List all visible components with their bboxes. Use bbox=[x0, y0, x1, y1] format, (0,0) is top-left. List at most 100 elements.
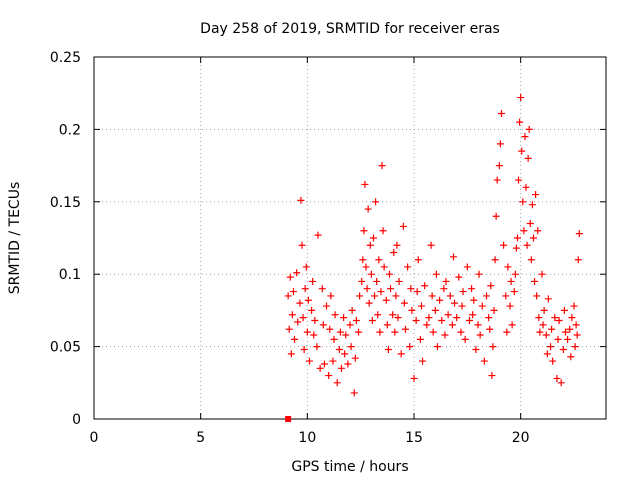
data-point bbox=[318, 285, 326, 293]
data-point bbox=[369, 234, 377, 242]
data-point bbox=[395, 277, 403, 285]
y-tick-label: 0.15 bbox=[50, 195, 81, 211]
data-point bbox=[528, 201, 536, 209]
data-point bbox=[507, 277, 515, 285]
data-point bbox=[301, 285, 309, 293]
data-point bbox=[335, 345, 343, 353]
data-point bbox=[314, 231, 322, 239]
data-point bbox=[360, 227, 368, 235]
data-point bbox=[551, 314, 559, 322]
data-point bbox=[568, 314, 576, 322]
data-point bbox=[461, 335, 469, 343]
chart-title: Day 258 of 2019, SRMTID for receiver era… bbox=[200, 21, 500, 37]
x-tick-label: 15 bbox=[405, 430, 423, 446]
data-point bbox=[293, 269, 301, 277]
data-point bbox=[358, 277, 366, 285]
data-point bbox=[453, 314, 461, 322]
data-point bbox=[478, 302, 486, 310]
data-point bbox=[326, 325, 334, 333]
data-point bbox=[480, 357, 488, 365]
data-point bbox=[559, 345, 567, 353]
data-point bbox=[518, 147, 526, 155]
data-point bbox=[470, 296, 478, 304]
data-point bbox=[341, 350, 349, 358]
data-point bbox=[511, 270, 519, 278]
data-point bbox=[557, 379, 565, 387]
data-point bbox=[375, 256, 383, 264]
data-point bbox=[367, 270, 375, 278]
data-point bbox=[429, 328, 437, 336]
data-point bbox=[442, 277, 450, 285]
data-point bbox=[342, 331, 350, 339]
data-point bbox=[380, 263, 388, 271]
data-point bbox=[421, 282, 429, 290]
data-point bbox=[531, 277, 539, 285]
data-point bbox=[399, 222, 407, 230]
data-point bbox=[297, 196, 305, 204]
data-point bbox=[378, 162, 386, 170]
data-point bbox=[364, 205, 372, 213]
data-point bbox=[486, 325, 494, 333]
data-point bbox=[319, 321, 327, 329]
data-point bbox=[522, 183, 530, 191]
data-point bbox=[463, 263, 471, 271]
data-point bbox=[337, 364, 345, 372]
data-point bbox=[575, 230, 583, 238]
data-point bbox=[412, 317, 420, 325]
data-point bbox=[431, 306, 439, 314]
data-point bbox=[570, 302, 578, 310]
data-point bbox=[287, 350, 295, 358]
data-point bbox=[529, 234, 537, 242]
data-point bbox=[330, 335, 338, 343]
data-point bbox=[525, 125, 533, 133]
data-point bbox=[561, 328, 569, 336]
data-point bbox=[299, 314, 307, 322]
data-point bbox=[444, 311, 452, 319]
data-point bbox=[374, 311, 382, 319]
data-point bbox=[515, 176, 523, 184]
data-point bbox=[475, 270, 483, 278]
data-point bbox=[363, 285, 371, 293]
data-point bbox=[355, 328, 363, 336]
data-point bbox=[504, 263, 512, 271]
data-point bbox=[390, 248, 398, 256]
data-point bbox=[468, 285, 476, 293]
data-point bbox=[526, 220, 534, 228]
data-point bbox=[536, 328, 544, 336]
data-point bbox=[304, 296, 312, 304]
data-point bbox=[325, 372, 333, 380]
data-point bbox=[284, 292, 292, 300]
data-point bbox=[414, 256, 422, 264]
data-point bbox=[310, 331, 318, 339]
data-point bbox=[451, 299, 459, 307]
data-point bbox=[538, 270, 546, 278]
data-point bbox=[425, 314, 433, 322]
y-tick-label: 0.1 bbox=[59, 267, 81, 283]
data-point bbox=[432, 270, 440, 278]
y-tick-label: 0.25 bbox=[50, 50, 81, 66]
data-point bbox=[288, 311, 296, 319]
data-point bbox=[303, 328, 311, 336]
y-tick-label: 0.2 bbox=[59, 122, 81, 138]
data-point bbox=[485, 314, 493, 322]
data-point bbox=[373, 277, 381, 285]
data-point bbox=[458, 302, 466, 310]
data-point bbox=[362, 263, 370, 271]
x-tick-label: 10 bbox=[298, 430, 316, 446]
data-point bbox=[376, 328, 384, 336]
data-point bbox=[436, 296, 444, 304]
tick-labels: 0 5 10 15 20 0 0.05 0.1 0.15 0.2 0.25 bbox=[50, 50, 530, 446]
data-point bbox=[347, 343, 355, 351]
data-point bbox=[521, 133, 529, 141]
data-point bbox=[449, 253, 457, 261]
data-point bbox=[300, 345, 308, 353]
data-point bbox=[534, 227, 542, 235]
data-point bbox=[348, 306, 356, 314]
data-point bbox=[392, 292, 400, 300]
data-point bbox=[346, 321, 354, 329]
plot-frame bbox=[93, 56, 607, 420]
data-point bbox=[393, 241, 401, 249]
data-point bbox=[423, 321, 431, 329]
data-point bbox=[490, 306, 498, 314]
data-point bbox=[400, 299, 408, 307]
